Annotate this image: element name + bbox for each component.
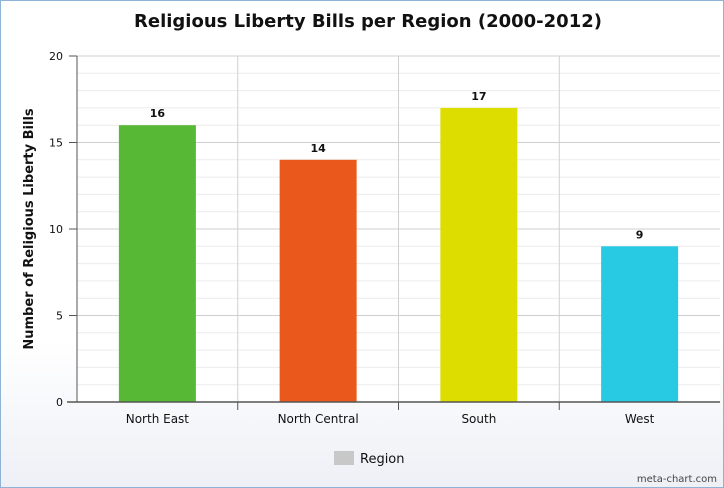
y-tick-label: 0 <box>56 396 63 409</box>
y-tick-label: 20 <box>49 50 63 63</box>
x-tick-label: West <box>625 412 655 426</box>
y-tick-label: 15 <box>49 137 63 150</box>
bar <box>279 159 357 402</box>
credit-text: meta-chart.com <box>637 474 717 485</box>
data-label: 9 <box>636 228 644 241</box>
x-tick-label: North East <box>126 412 190 426</box>
bar <box>601 246 679 402</box>
legend: Region <box>334 451 405 467</box>
data-label: 17 <box>471 90 486 103</box>
bars: 16 14 17 9 <box>118 90 679 403</box>
x-tick-label: North Central <box>278 412 359 426</box>
data-label: 16 <box>150 107 166 120</box>
x-tick-label: South <box>461 412 496 426</box>
bar <box>440 107 518 403</box>
legend-swatch <box>334 451 354 465</box>
y-tick-label: 5 <box>56 310 63 323</box>
y-axis-label: Number of Religious Liberty Bills <box>22 108 37 350</box>
axes: North East North Central South West 0 5 10 15 20 <box>49 50 720 426</box>
data-label: 14 <box>310 142 326 155</box>
legend-label: Region <box>360 452 405 467</box>
y-tick-label: 10 <box>49 223 63 236</box>
chart-title: Religious Liberty Bills per Region (2000… <box>134 11 602 32</box>
bar <box>118 125 196 402</box>
